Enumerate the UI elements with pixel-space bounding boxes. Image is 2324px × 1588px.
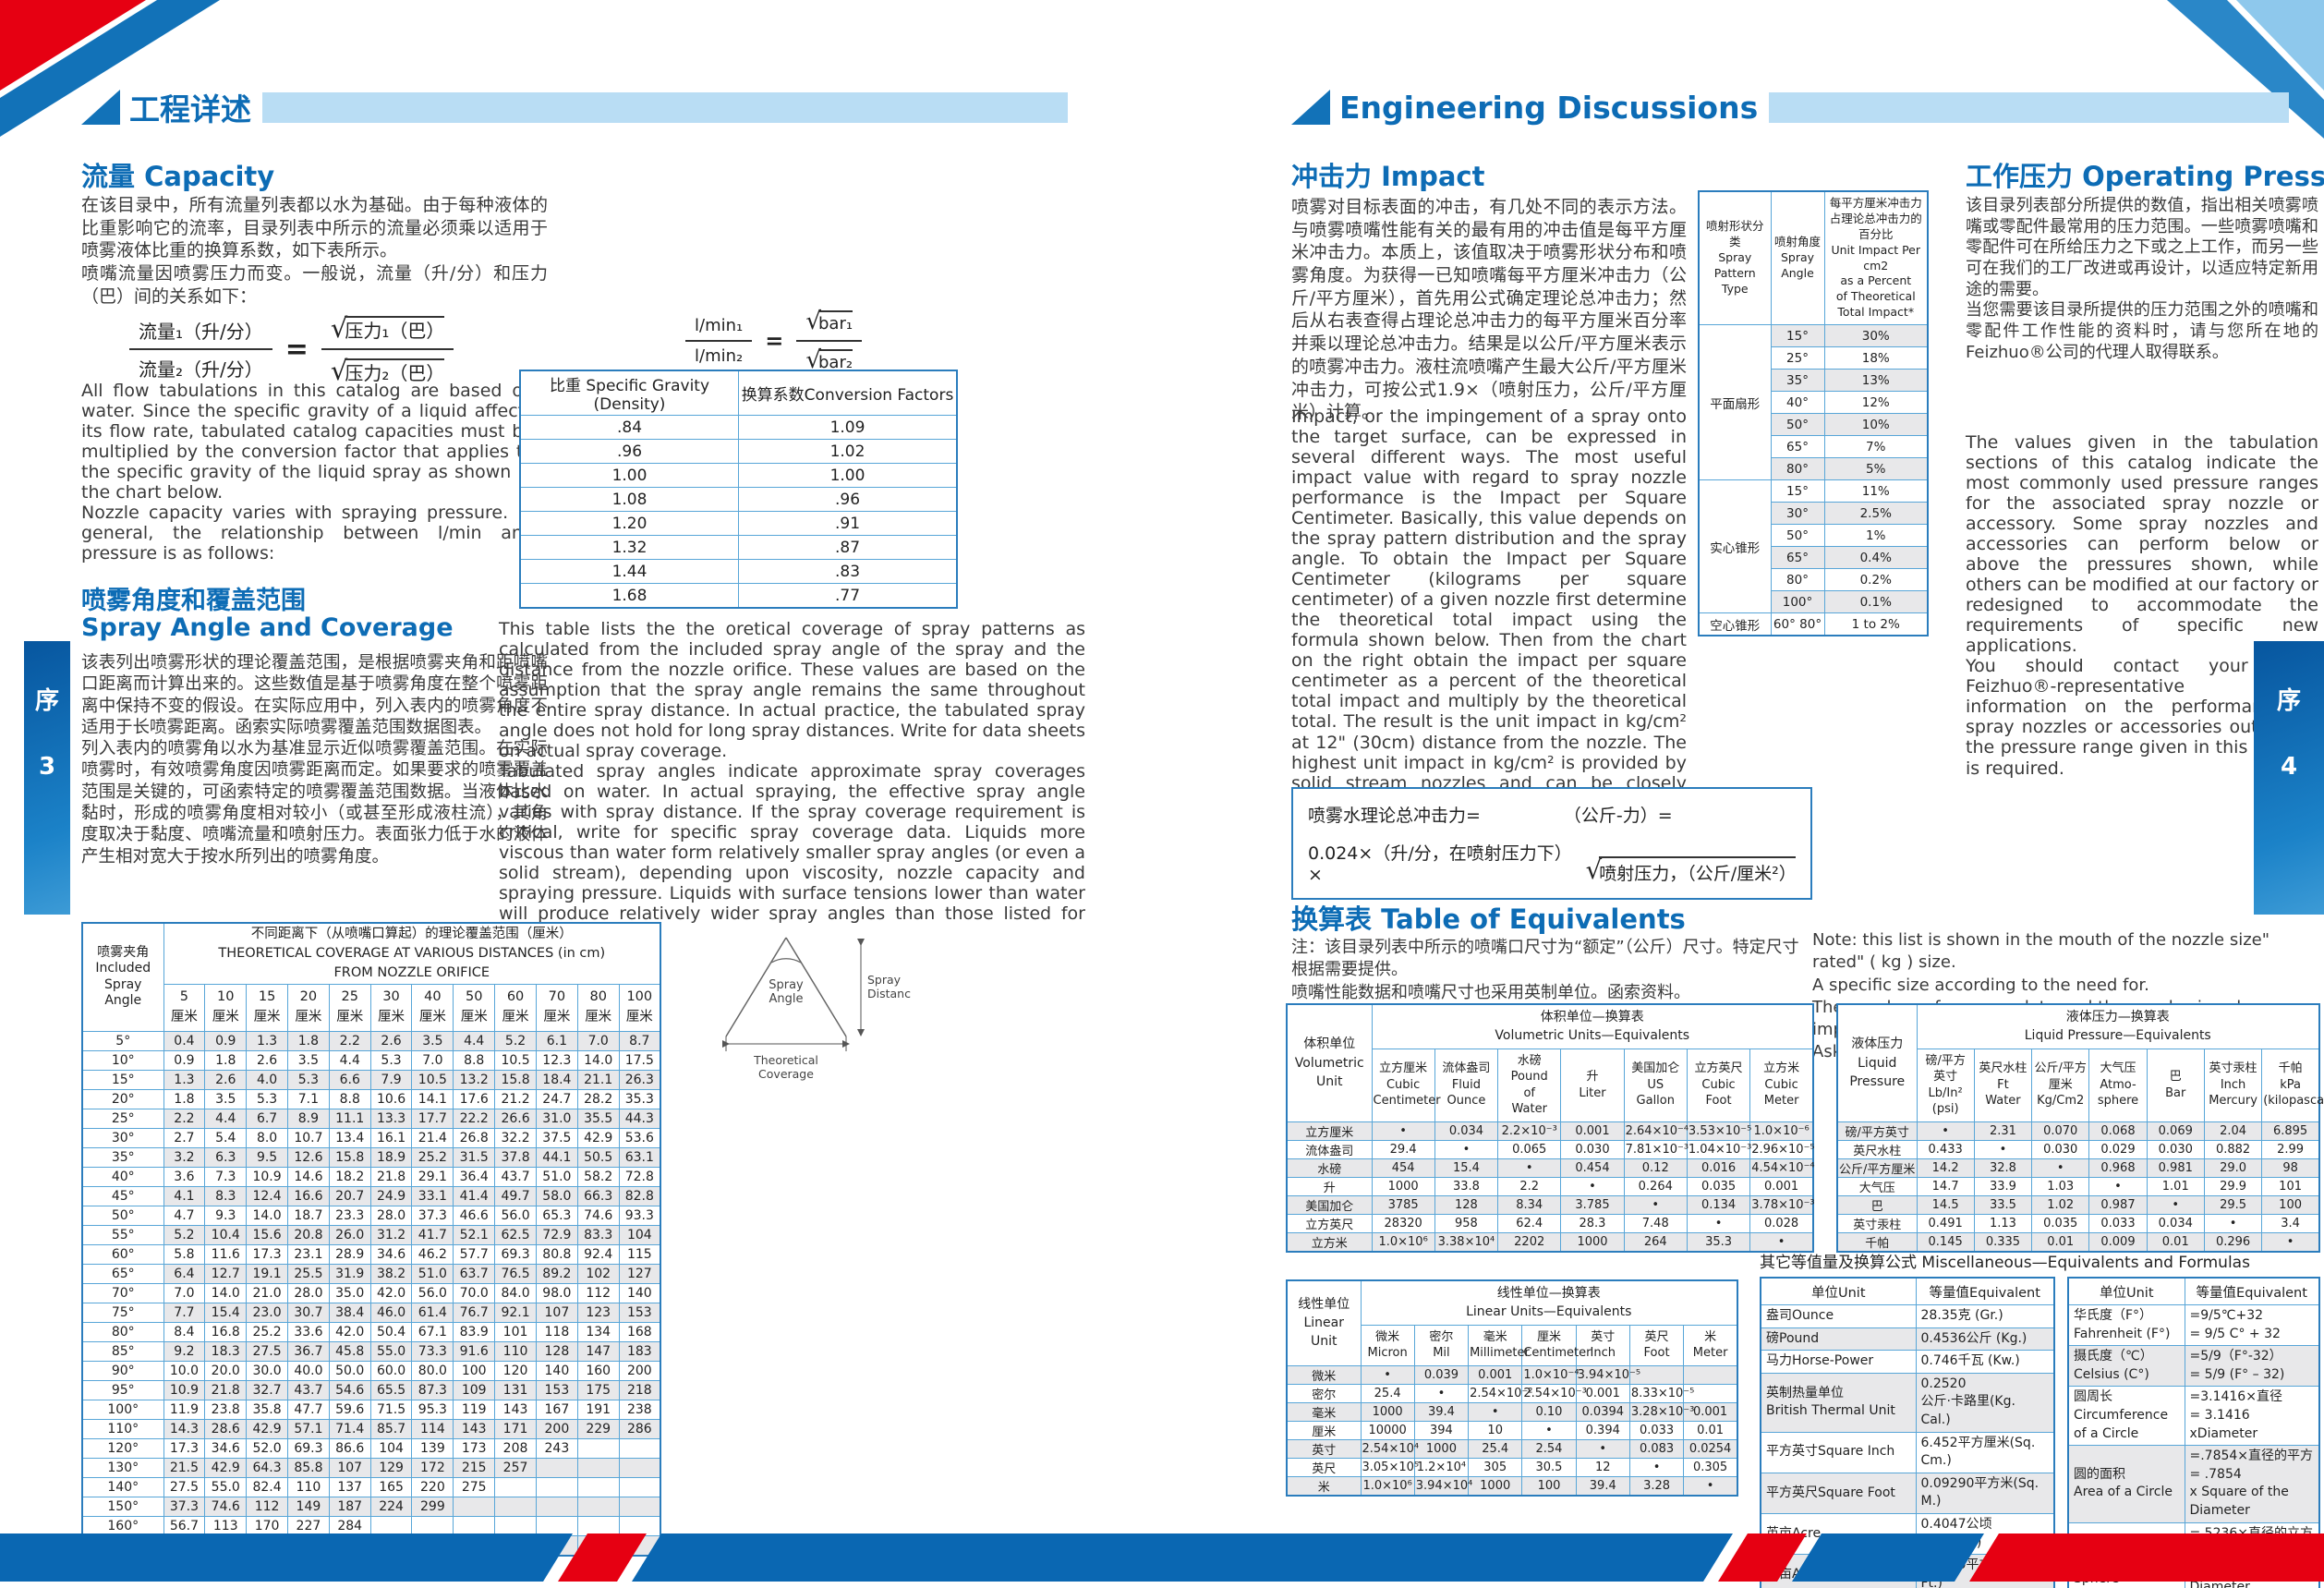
flow-formula-denominator: 流量₂（升/分） [139,358,263,381]
liquid-pressure-table: 液体压力 Liquid Pressure 液体压力—换算表 Liquid Pres… [1836,1003,2324,1253]
equivalents-note-zh: 注：该目录列表中所示的喷嘴口尺寸为“额定”（公斤）尺寸。特定尺寸根据需要提供。 … [1291,938,1799,1002]
impact-formula-box: 喷雾水理论总冲击力= （公斤-力）= 0.024×（升/分，在喷射压力下）× √… [1291,787,1812,900]
bottom-band [0,1533,2324,1582]
impact-table: 喷射形状分类 Spray Pattern Type 喷射角度 Spray Angl… [1698,190,1929,636]
band-red-segment [1969,1533,2324,1582]
flow-formula: 流量₁（升/分） 流量₂（升/分） = √压力₁（巴） √压力₂（巴） [129,309,454,389]
flow-formula-numerator: 流量₁（升/分） [129,314,272,350]
operating-pressure-text-en: The values given in the tabulation secti… [1966,432,2318,779]
left-page-header: 工程详述 [81,89,1068,127]
page-number-right: 4 [2280,753,2298,781]
band-blue-segment [0,1533,573,1582]
header-triangle-icon [1291,90,1330,125]
impact-text-zh: 喷雾对目标表面的冲击，有几处不同的表示方法。与喷雾喷嘴性能有关的最有用的冲击值是… [1291,197,1687,423]
operating-pressure-text-zh: 该目录列表部分所提供的数值，指出相关喷雾喷嘴或零配件最常用的压力范围。一些喷雾喷… [1966,196,2318,362]
sg-table: 比重 Specific Gravity (Density) 换算系数Convers… [519,370,958,609]
capacity-text-en: All flow tabulations in this catalog are… [81,381,534,564]
volumetric-table: 体积单位 Volumetric Unit 体积单位—换算表 Volumetric … [1286,1003,1815,1253]
left-page-tab: 序 3 [24,641,70,915]
svg-text:Distance: Distance [867,987,911,1000]
right-page-title: Engineering Discussions [1339,89,1759,126]
left-page-title: 工程详述 [129,91,251,127]
lmin-formula: l/min₁ l/min₂ = √bar₁ √bar₂ [685,305,863,377]
linear-table: 线性单位 Linear Unit 线性单位—换算表 Linear Units—Eq… [1286,1279,1738,1497]
capacity-title: 流量 Capacity [81,161,275,192]
equals-sign: = [284,333,309,366]
impact-title: 冲击力 Impact [1291,161,1485,192]
spray-angle-title-zh: 喷雾角度和覆盖范围 [81,587,306,615]
coverage-table: 喷雾夹角 Included Spray Angle 不同距离下（从喷嘴口算起）的理… [81,922,661,1557]
sqrt-icon: √ [805,346,821,374]
header-triangle-icon [81,90,120,125]
capacity-text-zh: 在该目录中，所有流量列表都以水为基础。由于每种液体的比重影响它的流率，目录列表中… [81,195,548,307]
impact-formula-mid: （公斤-力）= [1563,806,1673,826]
spray-angle-text-en: This table lists the the oretical covera… [499,619,1085,944]
spray-angle-text-zh: 该表列出喷雾形状的理论覆盖范围，是根据喷雾夹角和距喷嘴口距离而计算出来的。这些数… [81,653,548,867]
equivalents-title: 换算表 Table of Equivalents [1291,903,1686,935]
spray-cone-diagram: Spray Angle Spray Distance Theoretical C… [722,937,911,1081]
sqrt-icon: √ [330,312,348,344]
svg-text:Angle: Angle [769,992,804,1006]
right-page-header: Engineering Discussions [1291,89,2289,126]
spray-angle-label: Spray [769,978,804,992]
page-number-left: 3 [38,753,56,781]
misc-equivalents-title: 其它等值量及换算公式 Miscellaneous—Equivalents and… [1760,1254,2250,1272]
band-blue-segment [632,1533,1733,1582]
band-blue-segment [1792,1533,1984,1582]
header-bar [262,91,1068,123]
sqrt-icon: √ [1585,855,1603,885]
theoretical-coverage-label: Theoretical [753,1053,818,1067]
header-bar [1769,91,2289,123]
svg-text:Coverage: Coverage [758,1067,814,1081]
spray-distance-label: Spray [867,973,902,987]
operating-pressure-title: 工作压力 Operating Pressure [1966,161,2324,192]
spray-angle-title-en: Spray Angle and Coverage [81,613,454,642]
sqrt-icon: √ [805,308,821,335]
impact-formula-lhs: 喷雾水理论总冲击力= [1308,806,1481,826]
sqrt-icon: √ [330,355,348,386]
right-page-tab: 序 4 [2254,641,2324,915]
misc-table-1: 单位Unit 等量值Equivalent 盎司Ounce 28.35克 (Gr.) 磅P… [1760,1277,2055,1588]
